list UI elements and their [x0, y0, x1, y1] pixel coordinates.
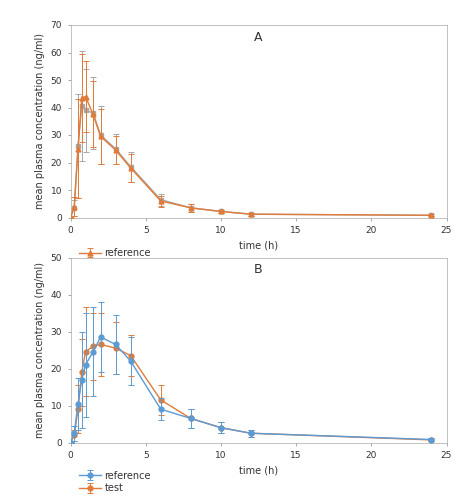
X-axis label: time (h): time (h)	[239, 466, 278, 475]
Y-axis label: mean plasma concentration (ng/ml): mean plasma concentration (ng/ml)	[35, 262, 45, 438]
Y-axis label: mean plasma concentration (ng/ml): mean plasma concentration (ng/ml)	[35, 33, 45, 209]
Text: B: B	[254, 263, 263, 276]
Legend: reference, test: reference, test	[79, 248, 151, 270]
Legend: reference, test: reference, test	[79, 470, 151, 493]
Text: A: A	[254, 31, 263, 44]
X-axis label: time (h): time (h)	[239, 240, 278, 250]
